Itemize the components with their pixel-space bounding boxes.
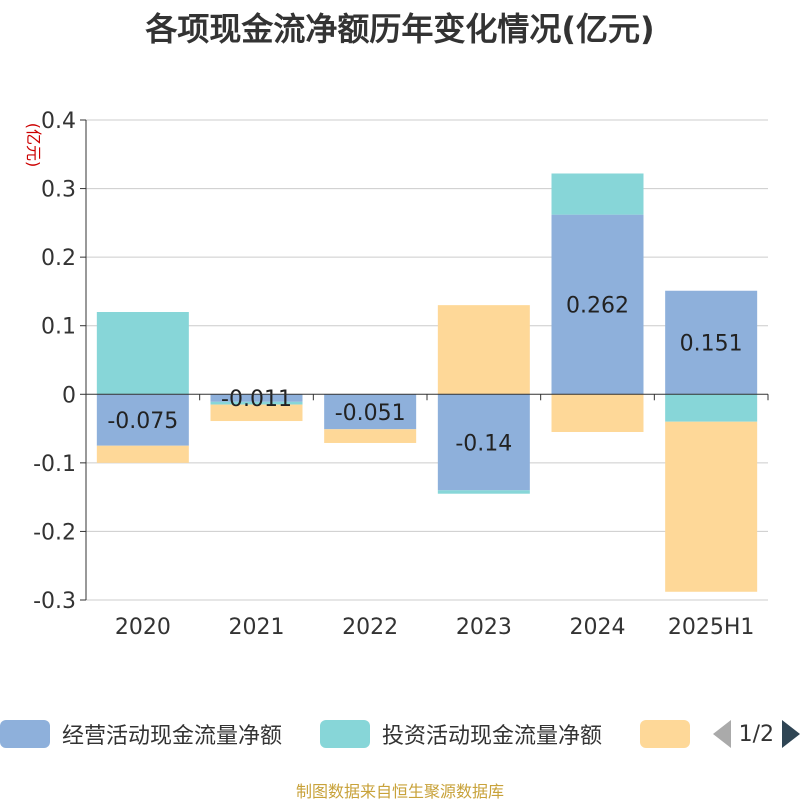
bar-series0-2023 (437, 394, 530, 491)
x-tick-label: 2021 (229, 615, 285, 640)
x-tick-label: 2023 (456, 615, 512, 640)
legend-swatch-investing (320, 720, 370, 748)
x-tick-label: 2024 (570, 615, 626, 640)
legend-label-investing: 投资活动现金流量净额 (382, 724, 603, 749)
y-axis-unit-label: (亿元) (24, 123, 43, 168)
bar-series1-2024 (551, 173, 644, 215)
data-label: -0.14 (455, 431, 512, 456)
pager-next-icon[interactable] (782, 720, 800, 748)
legend-pager: 1/2 (712, 718, 800, 750)
x-tick-label: 2022 (342, 615, 398, 640)
bar-series1-2021 (210, 401, 303, 405)
legend: 经营活动现金流量净额 投资活动现金流量净额 1/2 (0, 714, 800, 754)
legend-label-operating: 经营活动现金流量净额 (62, 724, 283, 749)
legend-swatch-operating (0, 720, 50, 748)
bar-series2-2022 (324, 429, 417, 443)
x-tick-label: 2020 (115, 615, 171, 640)
y-tick-label: -0.3 (33, 589, 76, 614)
source-footer: 制图数据来自恒生聚源数据库 (295, 782, 504, 801)
pager-prev-icon[interactable] (712, 720, 731, 748)
data-label: -0.075 (107, 409, 178, 434)
y-tick-label: 0.2 (41, 246, 76, 271)
legend-swatch-third (640, 720, 690, 748)
bar-series2-2024 (551, 394, 644, 432)
bar-series2-2020 (96, 445, 189, 463)
bar-series2-2023 (437, 305, 530, 395)
x-tick-label: 2025H1 (668, 615, 755, 640)
legend-item-operating[interactable]: 经营活动现金流量净额 (0, 718, 282, 750)
y-tick-label: 0 (62, 383, 76, 408)
y-tick-label: 0.3 (41, 178, 76, 203)
bar-series2-2025H1 (665, 421, 758, 592)
y-tick-label: -0.2 (33, 520, 76, 545)
bar-series0-2025H1 (665, 290, 758, 395)
bar-series1-2025H1 (665, 394, 758, 422)
y-tick-label: 0.1 (41, 315, 76, 340)
data-label: 0.151 (680, 332, 743, 357)
chart-title: 各项现金流净额历年变化情况(亿元) (145, 10, 655, 48)
bar-series2-2021 (210, 404, 303, 422)
legend-item-third[interactable] (640, 718, 690, 750)
legend-item-investing[interactable]: 投资活动现金流量净额 (320, 718, 602, 750)
pager-indicator: 1/2 (738, 721, 774, 747)
data-label: 0.262 (566, 293, 629, 318)
data-label: -0.051 (335, 401, 406, 426)
bar-series1-2023 (437, 490, 530, 494)
bar-series0-2021 (210, 394, 303, 402)
bar-series1-2020 (96, 312, 189, 395)
data-label: -0.011 (221, 387, 292, 412)
bar-series0-2020 (96, 394, 189, 446)
y-tick-label: -0.1 (33, 452, 76, 477)
bar-series0-2022 (324, 394, 417, 430)
y-tick-label: 0.4 (41, 109, 76, 134)
bar-series0-2024 (551, 214, 644, 395)
